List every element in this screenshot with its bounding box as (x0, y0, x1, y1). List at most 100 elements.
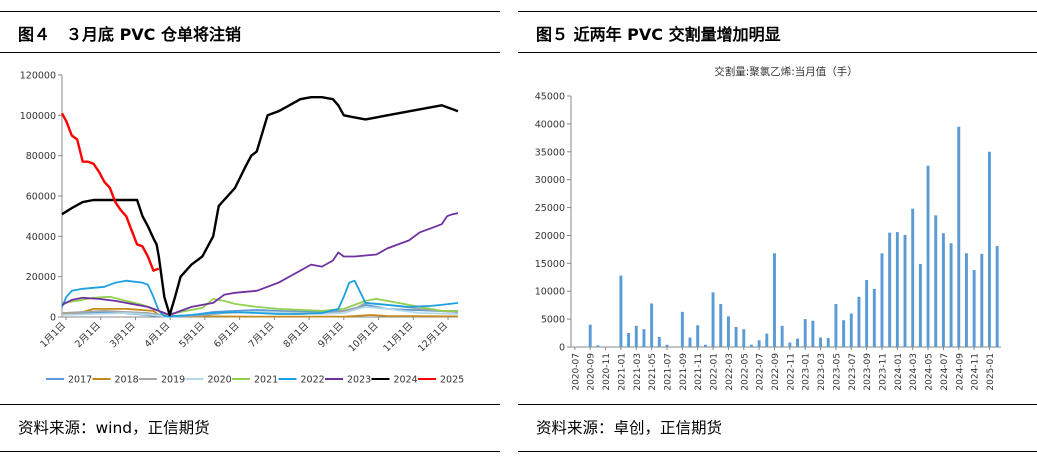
bar-2023-07 (849, 313, 853, 347)
chart-bottom-rule (0, 404, 500, 405)
y-tick-label: 40000 (535, 119, 565, 130)
bar-2021-02 (627, 333, 631, 347)
title-rule (518, 52, 1037, 53)
x-tick-label: 2021-07 (663, 353, 673, 391)
warehouse-receipt-line-chart: 0 20000 40000 60000 80000 100000 120000 1月1日 2月1… (20, 71, 464, 386)
legend-label: 2024 (394, 375, 418, 386)
x-tick-label: 2022-05 (740, 353, 750, 391)
x-tick-label: 3月1日 (108, 320, 138, 350)
delivery-volume-bar-chart: 交割量:聚氯乙烯:当月值（手） 0 5000 10000 15000 20000 25000… (535, 65, 1001, 391)
bar-2023-04 (826, 338, 830, 347)
x-tick-label: 2023-03 (817, 353, 827, 391)
bar-2024-09 (957, 126, 961, 348)
bar-2023-01 (803, 319, 807, 347)
bar-2022-01 (711, 292, 715, 347)
bar-2022-05 (742, 329, 746, 347)
bar-2020-09 (588, 324, 592, 347)
title-rule (0, 52, 500, 53)
x-tick-label: 2022-03 (725, 353, 735, 391)
x-tick-label: 2023-05 (832, 353, 842, 391)
bar-2023-05 (834, 304, 838, 347)
bar-2022-03 (726, 316, 730, 347)
end-rule (0, 451, 500, 452)
bar-2022-10 (780, 325, 784, 347)
bar-2024-12 (980, 253, 984, 347)
bar-2021-11 (696, 325, 700, 347)
x-tick-label: 2024-03 (909, 353, 919, 391)
bar-2023-02 (811, 320, 815, 347)
bar-2021-03 (634, 325, 638, 347)
x-tick-label: 2021-01 (617, 353, 627, 391)
top-rule (0, 11, 500, 12)
y-tick-label: 100000 (20, 111, 56, 122)
x-tick-label: 2022-09 (771, 353, 781, 391)
y-tick-label: 25000 (535, 203, 565, 214)
figure-title: 图５ 近两年 PVC 交割量增加明显 (536, 25, 781, 44)
x-tick-label: 2月1日 (73, 320, 103, 350)
x-tick-label: 7月1日 (247, 320, 277, 350)
bar-2024-11 (972, 270, 976, 347)
x-tick-label: 2020-07 (571, 353, 581, 391)
x-tick-label: 2020-09 (587, 353, 597, 391)
x-tick-label: 8月1日 (281, 320, 311, 350)
bar-2020-10 (596, 345, 600, 347)
legend-label: 2023 (347, 375, 371, 386)
x-tick-label: 11月1日 (381, 320, 415, 354)
x-tick-label: 2023-01 (802, 353, 812, 391)
bar-2024-10 (964, 253, 968, 347)
y-tick-label: 45000 (535, 92, 565, 103)
bar-2023-10 (872, 288, 876, 347)
series-line-2021 (61, 295, 458, 316)
bar-2021-06 (657, 336, 661, 347)
y-tick-label: 80000 (26, 151, 56, 162)
bar-2024-06 (934, 215, 938, 347)
y-tick-label: 0 (50, 313, 56, 324)
bar-2023-08 (857, 296, 861, 347)
bar-2025-02 (995, 246, 999, 347)
bar-2022-04 (734, 326, 738, 347)
figure-source: 资料来源：卓创，正信期货 (536, 419, 723, 437)
x-tick-label: 2021-03 (633, 353, 643, 391)
y-tick-label: 20000 (26, 272, 56, 283)
series-line-2022 (61, 279, 459, 318)
x-tick-label: 12月1日 (416, 320, 450, 354)
series-line-2024 (61, 95, 459, 317)
chart-bottom-rule (518, 404, 1037, 405)
y-tick-label: 5000 (541, 315, 565, 326)
y-tick-label: 0 (559, 343, 565, 354)
bar-2024-08 (949, 243, 953, 347)
x-tick-label: 2023-07 (848, 353, 858, 391)
x-tick-label: 2021-09 (679, 353, 689, 391)
chart-title: 交割量:聚氯乙烯:当月值（手） (714, 65, 858, 78)
bar-2023-06 (842, 320, 846, 347)
x-tick-label: 2024-11 (971, 353, 981, 391)
figure-source: 资料来源：wind，正信期货 (18, 419, 210, 437)
legend-label: 2017 (68, 375, 92, 386)
x-tick-label: 2021-05 (648, 353, 658, 391)
x-tick-label: 2025-01 (986, 353, 996, 391)
bar-2021-01 (619, 275, 623, 347)
x-tick-label: 2024-01 (894, 353, 904, 391)
y-tick-label: 20000 (535, 231, 565, 242)
bar-2021-05 (650, 303, 654, 347)
x-tick-label: 2024-07 (940, 353, 950, 391)
bar-2021-10 (688, 337, 692, 347)
x-tick-label: 10月1日 (347, 320, 381, 354)
bar-2024-01 (895, 232, 899, 347)
left-figure-panel: 图４ ３月底 PVC 仓单将注销 0 20000 40000 60000 80000 10… (0, 0, 500, 456)
series-line-2023 (61, 212, 459, 316)
x-tick-label: 4月1日 (143, 320, 173, 350)
series-line-2025 (60, 112, 160, 272)
bar-2021-04 (642, 329, 646, 347)
y-tick-label: 10000 (535, 287, 565, 298)
bar-2022-08 (765, 333, 769, 347)
end-rule (518, 451, 1037, 452)
right-figure-panel: 图５ 近两年 PVC 交割量增加明显 交割量:聚氯乙烯:当月值（手） 0 5000 1… (518, 0, 1037, 456)
x-tick-label: 2022-07 (756, 353, 766, 391)
bar-2022-12 (796, 338, 799, 347)
figure-title: 图４ ３月底 PVC 仓单将注销 (18, 25, 241, 44)
bar-2021-07 (665, 344, 669, 347)
bar-2023-11 (880, 253, 884, 347)
y-tick-label: 40000 (26, 232, 56, 243)
x-tick-label: 2023-09 (863, 353, 873, 391)
